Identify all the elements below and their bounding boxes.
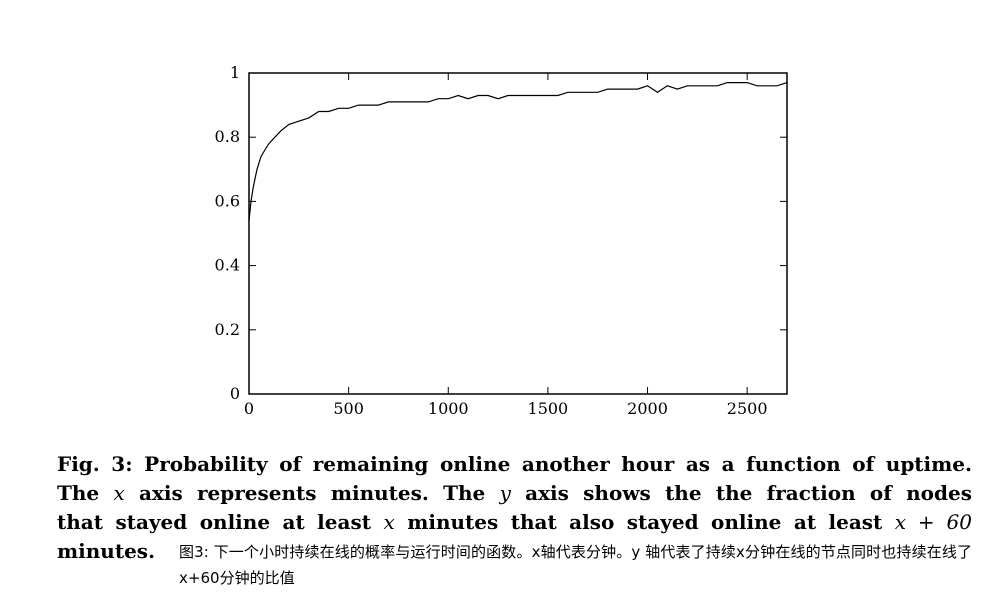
y-tick-label-5: 1 — [230, 63, 240, 82]
caption-line-3: that stayed online at least x minutes th… — [57, 508, 972, 537]
y-tick-label-4: 0.8 — [215, 127, 240, 146]
caption-line-2: The x axis represents minutes. The y axi… — [57, 479, 972, 508]
caption-line-3-a: that stayed online at least — [57, 510, 371, 534]
caption-line-4-lead: minutes. — [57, 539, 156, 563]
caption-expression: x + 60 — [894, 510, 972, 534]
uptime-probability-chart: 0 0.2 0.4 0.6 0.8 1 0 500 1000 1500 2000 2500 — [215, 63, 788, 418]
x-tick-label-0: 0 — [244, 399, 254, 418]
y-axis: 0 0.2 0.4 0.6 0.8 1 — [215, 63, 787, 403]
x-tick-label-4: 2000 — [627, 399, 668, 418]
x-axis: 0 500 1000 1500 2000 2500 — [244, 73, 768, 418]
caption-line-1: Fig. 3: Probability of remaining online … — [57, 452, 972, 476]
x-tick-label-3: 1500 — [528, 399, 569, 418]
y-tick-label-2: 0.4 — [215, 256, 240, 275]
caption-x-var-2: x — [383, 510, 395, 534]
caption-line-2-c: axis shows the the fraction of nodes — [525, 481, 972, 505]
caption-line-3-b: minutes that also stayed online at least — [407, 510, 883, 534]
series-line — [248, 82, 788, 221]
caption-y-var: y — [499, 481, 511, 505]
plot-frame — [248, 72, 788, 395]
y-tick-label-1: 0.2 — [215, 320, 240, 339]
caption-line-2-a: The — [57, 481, 100, 505]
caption-line-2-b: axis represents minutes. The — [139, 481, 486, 505]
x-tick-label-5: 2500 — [727, 399, 768, 418]
y-tick-label-3: 0.6 — [215, 191, 240, 210]
x-tick-label-1: 500 — [333, 399, 364, 418]
caption-line-4: minutes. 图3: 下一个小时持续在线的概率与运行时间的函数。x轴代表分钟… — [57, 537, 972, 591]
x-tick-label-2: 1000 — [428, 399, 469, 418]
caption-translation: 图3: 下一个小时持续在线的概率与运行时间的函数。x轴代表分钟。y 轴代表了持续… — [179, 543, 972, 587]
figure-caption: Fig. 3: Probability of remaining online … — [57, 450, 972, 591]
y-tick-label-0: 0 — [230, 384, 240, 403]
caption-x-var: x — [113, 481, 125, 505]
